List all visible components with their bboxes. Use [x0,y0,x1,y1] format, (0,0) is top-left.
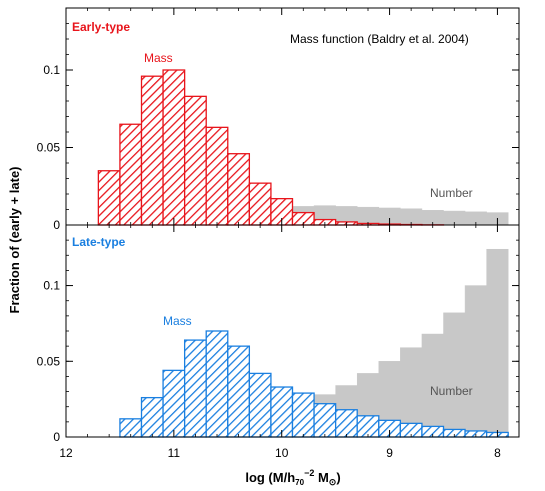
x-axis-label: log (M/h70−2 M⊙) [245,468,340,487]
axes: 0 0.05 0.1 0 0.05 0.1 12 11 10 9 8 [37,7,520,460]
late-mass-bar [162,369,186,438]
late-mass-bar [227,345,251,438]
x-tick-label: 8 [494,446,501,460]
early-mass-bar [227,153,251,226]
late-mass-bar [270,386,294,438]
early-type-panel: Early-type Mass Number Mass function (Ba… [72,20,509,226]
x-tick-label: 12 [59,446,73,460]
early-mass-bar [162,69,186,226]
y-axis-label: Fraction of (early + late) [7,166,22,313]
late-mass-bar [313,403,337,438]
late-number-label: Number [430,384,473,398]
late-mass-label: Mass [163,314,192,328]
early-mass-label: Mass [144,51,173,65]
late-mass-bar [356,415,380,438]
early-mass-bar [140,75,164,226]
y-tick-label: 0.05 [37,354,61,368]
early-number-label: Number [430,186,473,200]
late-mass-bar [334,409,358,438]
y-tick-label: 0.1 [43,63,60,77]
late-number-bar [464,285,487,438]
y-tick-label: 0 [53,218,60,232]
y-tick-label: 0 [53,430,60,444]
y-tick-label: 0.05 [37,141,61,155]
late-mass-bar [205,330,229,438]
early-mass-bars [97,69,445,226]
early-mass-bar [119,123,143,226]
late-mass-bar [291,392,315,438]
early-mass-bar [248,182,272,226]
chart-title: Mass function (Baldry et al. 2004) [290,32,469,46]
x-tick-label: 9 [386,446,393,460]
x-tick-label: 10 [275,446,289,460]
early-type-label: Early-type [72,20,130,34]
late-type-panel: Late-type Mass Number [72,235,509,438]
late-mass-bar [183,339,207,438]
late-number-bar [443,312,466,438]
late-number-bar [486,248,509,438]
late-mass-bar [140,396,164,438]
y-tick-label: 0.1 [43,279,60,293]
early-mass-bar [183,95,207,226]
early-mass-bar [97,170,121,226]
early-mass-bar [205,126,229,226]
late-mass-bar [248,372,272,438]
x-tick-label: 11 [168,446,181,460]
late-type-label: Late-type [72,235,126,249]
